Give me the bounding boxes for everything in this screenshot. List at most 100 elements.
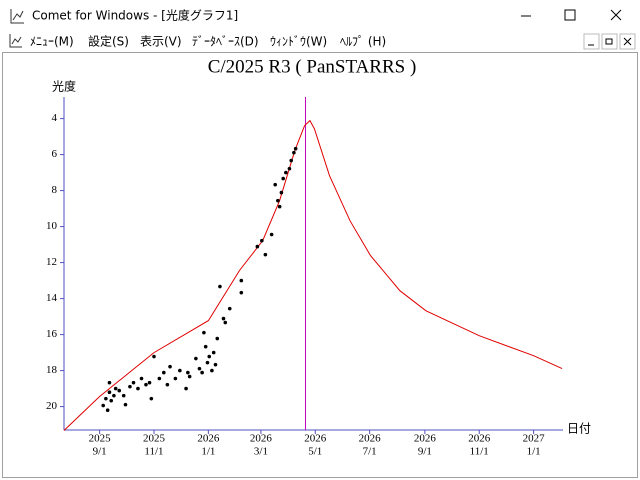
- y-tick-label: 14: [46, 292, 58, 304]
- x-tick-label: 2026: [197, 433, 220, 445]
- observation-point: [168, 364, 172, 369]
- observation-point: [136, 386, 140, 391]
- observation-point: [289, 158, 294, 163]
- observation-point: [178, 368, 182, 373]
- menu-item[interactable]: ﾍﾙﾌﾟ (H): [340, 35, 386, 49]
- observation-point: [239, 290, 244, 295]
- observation-point: [186, 370, 190, 375]
- title-bar: [0, 0, 640, 31]
- observation-point: [203, 344, 208, 349]
- x-tick-label: 5/1: [308, 446, 322, 458]
- x-tick-label: 9/1: [93, 446, 107, 458]
- observation-point: [215, 336, 220, 341]
- client-area: [2, 52, 638, 478]
- menu-item[interactable]: ﾃﾞｰﾀﾍﾞｰｽ(D): [192, 35, 259, 49]
- close-button[interactable]: [610, 9, 622, 21]
- observation-point: [157, 376, 162, 381]
- mdi-icon: [9, 34, 22, 48]
- observation-point: [227, 306, 232, 311]
- x-tick-label: 2026: [250, 433, 273, 445]
- observation-point: [255, 244, 260, 249]
- observation-point: [194, 356, 198, 361]
- x-tick-label: 2026: [468, 433, 491, 445]
- plot: 46810121416182020259/1202511/120261/1202…: [46, 97, 563, 458]
- observation-point: [287, 166, 292, 171]
- observation-point: [109, 398, 114, 403]
- observation-point: [273, 182, 277, 187]
- observation-point: [284, 170, 288, 175]
- x-tick-label: 1/1: [201, 446, 215, 458]
- y-tick-label: 12: [46, 256, 57, 268]
- observation-point: [277, 204, 282, 209]
- mdi-minimize[interactable]: [583, 33, 600, 50]
- window-title: Comet for Windows - [光度グラフ1]: [32, 8, 238, 23]
- x-tick-label: 3/1: [254, 446, 268, 458]
- x-tick-label: 11/1: [470, 446, 489, 458]
- observation-point: [165, 382, 170, 387]
- observation-point: [221, 316, 226, 321]
- observation-point: [210, 368, 214, 373]
- menu-item[interactable]: 設定(S): [88, 34, 129, 49]
- maximize-button[interactable]: [564, 9, 576, 21]
- observation-point: [218, 284, 222, 289]
- observation-point: [263, 252, 268, 257]
- magnitude-curve: [63, 119, 563, 431]
- y-tick-label: 20: [46, 400, 58, 412]
- observation-point: [162, 370, 166, 375]
- observation-point: [281, 176, 286, 181]
- x-tick-label: 2026: [359, 433, 382, 445]
- observation-point: [121, 393, 126, 398]
- observation-point: [117, 388, 122, 393]
- x-tick-label: 2026: [304, 433, 327, 445]
- observation-point: [187, 374, 192, 379]
- y-tick-label: 6: [52, 148, 58, 160]
- observation-point: [152, 354, 156, 359]
- observation-point: [149, 396, 154, 401]
- observation-point: [123, 402, 128, 407]
- observation-point: [205, 360, 210, 365]
- y-axis-label: 光度: [52, 79, 76, 94]
- menu-item[interactable]: ﾒﾆｭｰ(M): [30, 35, 74, 49]
- observation-point: [260, 238, 264, 243]
- observation-point: [107, 380, 112, 385]
- y-tick-label: 16: [46, 328, 58, 340]
- observation-point: [131, 380, 136, 385]
- y-tick-label: 10: [46, 220, 58, 232]
- x-tick-label: 2026: [414, 433, 437, 445]
- observation-point: [147, 380, 152, 385]
- observation-point: [128, 384, 132, 389]
- observation-point: [104, 396, 108, 401]
- x-tick-label: 2027: [523, 433, 546, 445]
- observation-point: [207, 354, 212, 359]
- observation-point: [107, 390, 112, 395]
- y-tick-label: 8: [52, 184, 58, 196]
- observation-point: [292, 150, 296, 155]
- observation-point: [293, 146, 298, 151]
- menu-item[interactable]: ｳｨﾝﾄﾞｳ(W): [270, 35, 327, 49]
- observation-point: [184, 386, 188, 391]
- x-tick-label: 2025: [89, 433, 112, 445]
- x-tick-label: 1/1: [527, 446, 541, 458]
- menu-item[interactable]: 表示(V): [140, 35, 182, 49]
- observation-point: [200, 370, 204, 375]
- mdi-close[interactable]: [619, 33, 636, 50]
- observation-point: [202, 330, 206, 335]
- observation-point: [113, 386, 118, 391]
- observation-point: [279, 190, 284, 195]
- mdi-restore[interactable]: [601, 33, 618, 50]
- x-axis-label: 日付: [567, 422, 591, 436]
- chart-title: C/2025 R3 ( PanSTARRS ): [208, 56, 417, 77]
- x-tick-label: 9/1: [418, 446, 432, 458]
- x-tick-label: 7/1: [363, 446, 377, 458]
- observation-point: [105, 408, 110, 413]
- observation-point: [276, 198, 280, 203]
- x-tick-label: 2025: [143, 433, 166, 445]
- y-tick-label: 18: [46, 364, 58, 376]
- observation-point: [173, 376, 178, 381]
- observation-point: [112, 393, 116, 398]
- menu-bar: [0, 31, 640, 52]
- observation-point: [101, 403, 106, 408]
- y-tick-label: 4: [52, 112, 58, 124]
